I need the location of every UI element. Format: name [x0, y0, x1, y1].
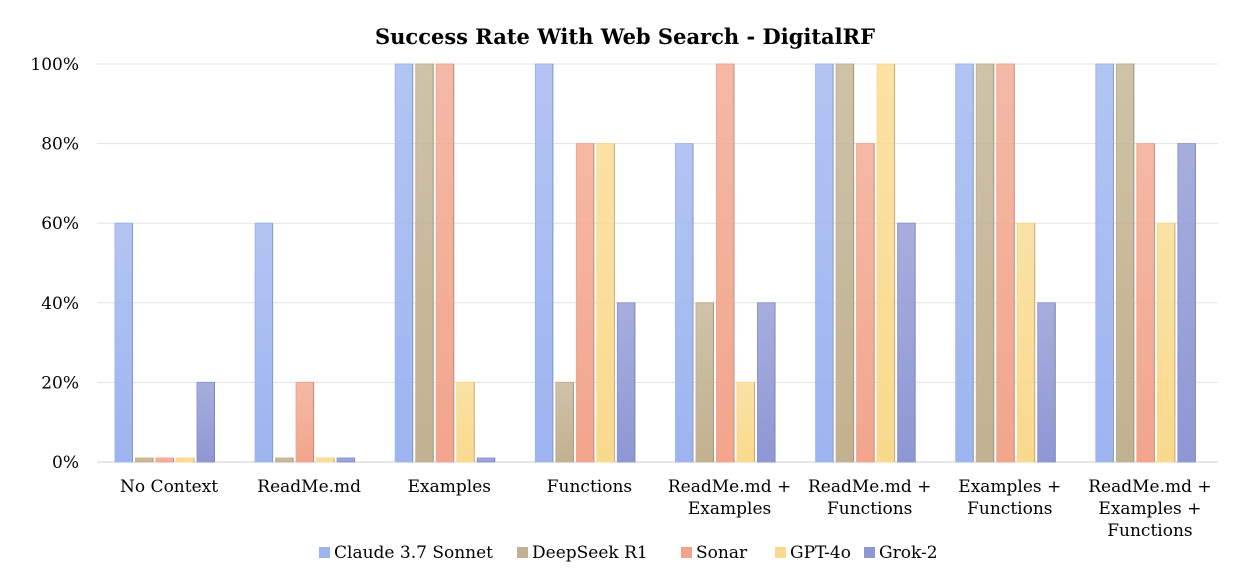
bar — [675, 143, 694, 463]
bar — [316, 457, 335, 463]
x-axis-categories: No Context ReadMe.md Examples Functions Read… — [120, 477, 1212, 541]
y-tick-label: 60% — [41, 214, 79, 234]
bar — [716, 63, 735, 463]
bar — [135, 457, 154, 463]
legend-label: Claude 3.7 Sonnet — [334, 543, 493, 563]
bar — [596, 143, 615, 463]
bar — [1177, 143, 1196, 463]
y-tick-label: 20% — [41, 373, 79, 393]
x-category-label: ReadMe.md + Functions — [808, 477, 931, 519]
bar — [897, 222, 916, 463]
legend-swatch — [517, 547, 528, 558]
bar — [695, 302, 714, 463]
bar — [996, 63, 1015, 463]
bar — [616, 302, 636, 463]
legend-label: Sonar — [696, 543, 748, 563]
bar — [835, 63, 855, 463]
bar — [394, 63, 414, 463]
legend-label: GPT-4o — [790, 543, 851, 563]
bar — [1136, 143, 1155, 463]
legend-swatch — [319, 547, 330, 558]
bar — [1095, 63, 1114, 463]
bar — [1037, 302, 1056, 463]
bar — [295, 381, 315, 463]
y-tick-label: 80% — [41, 135, 79, 155]
bar — [955, 63, 974, 463]
bar — [435, 63, 455, 463]
bar — [757, 302, 776, 463]
bar — [975, 63, 995, 463]
bar — [456, 381, 475, 463]
bar — [1156, 222, 1176, 463]
bar — [534, 63, 554, 463]
bar — [575, 143, 595, 463]
legend: Claude 3.7 Sonnet DeepSeek R1 Sonar GPT-4o G… — [319, 543, 938, 563]
bar — [856, 143, 875, 463]
x-category-label: Examples + Functions — [958, 477, 1061, 519]
x-category-label: ReadMe.md + Examples + Functions — [1088, 477, 1211, 541]
legend-swatch — [775, 547, 786, 558]
bar — [1115, 63, 1135, 463]
x-category-label: Examples — [408, 477, 491, 497]
y-tick-label: 0% — [52, 453, 79, 473]
bar — [1016, 222, 1036, 463]
bar — [815, 63, 834, 463]
legend-swatch — [864, 547, 875, 558]
bar — [736, 381, 755, 463]
x-category-label: Functions — [547, 477, 632, 497]
bar — [196, 381, 215, 463]
legend-label: DeepSeek R1 — [532, 543, 648, 563]
legend-swatch — [681, 547, 692, 558]
bar — [254, 222, 274, 463]
bar — [114, 222, 133, 463]
bars — [114, 63, 1196, 463]
y-tick-label: 100% — [30, 55, 79, 75]
x-category-label: ReadMe.md + Examples — [668, 477, 791, 519]
x-category-label: No Context — [120, 477, 218, 497]
y-axis-ticks: 0% 20% 40% 60% 80% 100% — [30, 55, 79, 473]
bar — [415, 63, 434, 463]
bar — [336, 457, 356, 463]
bar — [476, 457, 496, 463]
bar — [155, 457, 174, 463]
bar — [176, 457, 195, 463]
bar — [555, 381, 574, 463]
chart-title: Success Rate With Web Search - DigitalRF — [375, 24, 875, 49]
bar — [275, 457, 294, 463]
x-category-label: ReadMe.md — [257, 477, 361, 497]
bar — [876, 63, 896, 463]
y-tick-label: 40% — [41, 294, 79, 314]
legend-label: Grok-2 — [879, 543, 938, 563]
